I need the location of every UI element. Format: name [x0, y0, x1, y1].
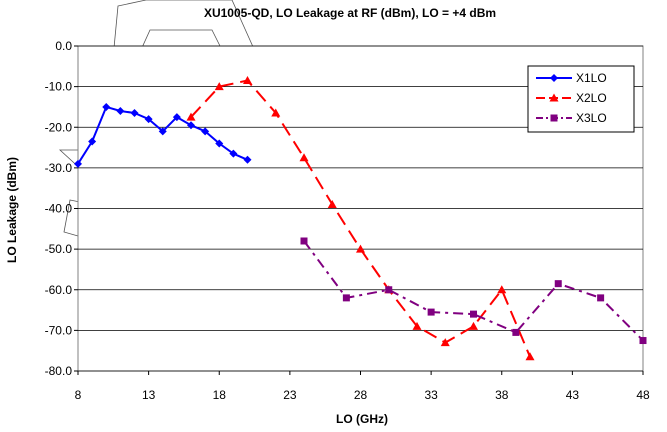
- legend-item-x1lo: X1LO: [536, 71, 607, 85]
- legend-marker: [549, 93, 559, 102]
- x-tick-label: 18: [213, 388, 227, 402]
- data-point-x3lo: [597, 294, 605, 302]
- legend-label: X1LO: [576, 71, 607, 85]
- data-point-x1lo: [102, 102, 111, 111]
- legend-item-x3lo: X3LO: [536, 111, 607, 125]
- legend: X1LO X2LO X3LO: [527, 65, 635, 133]
- data-point-x1lo: [158, 127, 167, 136]
- data-point-x1lo: [187, 121, 195, 130]
- data-point-x1lo: [229, 149, 238, 158]
- data-point-x3lo: [639, 337, 647, 345]
- series-line-x3lo: [303, 240, 644, 342]
- series-x2lo: [186, 76, 535, 361]
- data-point-x3lo: [512, 328, 520, 336]
- y-tick-label: -70.0: [45, 323, 73, 337]
- data-point-x2lo: [271, 108, 281, 117]
- data-point-x2lo: [497, 285, 507, 294]
- legend-marker: [550, 74, 558, 82]
- data-point-x2lo: [186, 112, 196, 121]
- y-tick-label: -60.0: [45, 283, 73, 297]
- chart-title: XU1005-QD, LO Leakage at RF (dBm), LO = …: [204, 6, 496, 20]
- data-point-x2lo: [214, 82, 224, 91]
- data-point-x3lo: [300, 237, 308, 245]
- data-point-x3lo: [554, 280, 562, 288]
- data-point-x3lo: [470, 310, 477, 318]
- data-point-x1lo: [215, 139, 224, 148]
- data-point-x2lo: [525, 352, 535, 361]
- x-tick-label: 28: [354, 388, 368, 402]
- legend-marker: [550, 114, 558, 122]
- x-tick-label: 48: [636, 388, 650, 402]
- data-point-x2lo: [299, 153, 309, 162]
- legend-item-x2lo: X2LO: [536, 91, 607, 105]
- x-axis-title: LO (GHz): [336, 412, 388, 426]
- data-point-x1lo: [88, 137, 97, 146]
- data-point-x1lo: [74, 159, 82, 168]
- series-x3lo: [300, 237, 647, 345]
- y-tick-label: -10.0: [45, 80, 73, 94]
- series-group: [74, 76, 647, 361]
- data-point-x2lo: [469, 321, 478, 330]
- legend-label: X2LO: [576, 91, 607, 105]
- data-point-x3lo: [427, 308, 435, 316]
- data-point-x1lo: [243, 155, 252, 164]
- data-point-x3lo: [385, 286, 393, 294]
- x-tick-label: 33: [424, 388, 438, 402]
- x-tick-label: 43: [566, 388, 580, 402]
- y-tick-label: -20.0: [45, 120, 73, 134]
- data-point-x2lo: [356, 244, 365, 253]
- series-x1lo: [74, 102, 252, 168]
- x-tick-label: 8: [75, 388, 82, 402]
- data-point-x2lo: [243, 76, 252, 85]
- x-tick-label: 23: [283, 388, 297, 402]
- data-point-x2lo: [412, 321, 422, 330]
- x-tick-label: 38: [495, 388, 509, 402]
- y-tick-label: -80.0: [45, 364, 73, 378]
- data-point-x2lo: [327, 199, 337, 208]
- y-axis-title: LO Leakage (dBm): [5, 157, 19, 263]
- y-axis-ticks: 0.0 -10.0 -20.0 -30.0 -40.0 -50.0 -60.0 -70.0 -8…: [45, 39, 78, 378]
- data-point-x2lo: [440, 338, 450, 347]
- data-point-x3lo: [342, 294, 350, 302]
- x-axis-ticks: 8 13 18 23 28 33 38 43 48: [75, 371, 650, 402]
- data-point-x1lo: [130, 109, 139, 118]
- y-tick-label: 0.0: [55, 39, 72, 53]
- data-point-x1lo: [201, 127, 210, 136]
- data-point-x1lo: [144, 115, 153, 124]
- y-tick-label: -50.0: [45, 242, 73, 256]
- data-point-x1lo: [116, 107, 125, 115]
- y-tick-label: -40.0: [45, 202, 73, 216]
- data-point-x1lo: [172, 113, 181, 122]
- x-tick-label: 13: [142, 388, 156, 402]
- y-tick-label: -30.0: [45, 161, 73, 175]
- legend-label: X3LO: [576, 111, 607, 125]
